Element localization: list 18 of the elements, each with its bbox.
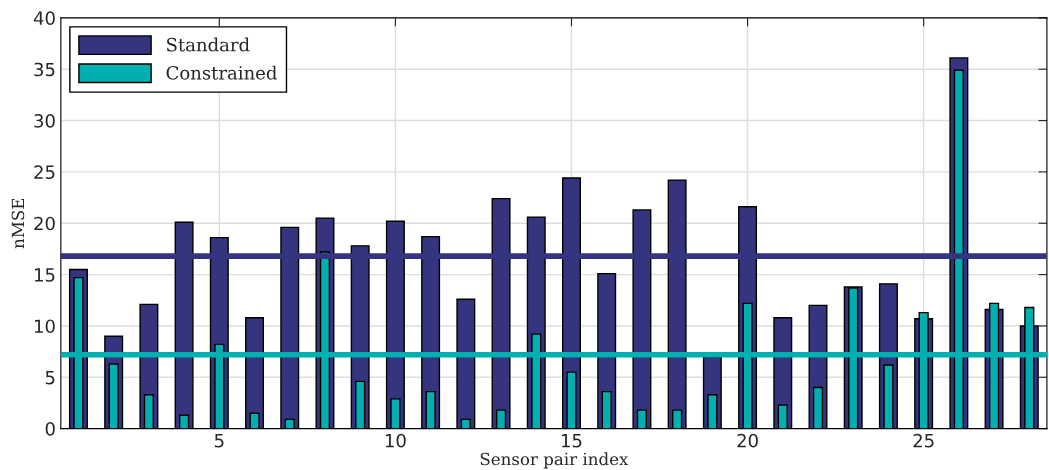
y-tick-label: 5 <box>45 370 55 385</box>
x-axis-title: Sensor pair index <box>480 452 629 469</box>
y-tick-label: 25 <box>34 165 55 180</box>
x-tick-label: 10 <box>385 433 406 448</box>
x-tick-label: 20 <box>737 433 758 448</box>
y-tick-label: 40 <box>33 11 55 25</box>
y-tick-label: 35 <box>34 62 55 77</box>
x-tick-label: 5 <box>214 434 224 448</box>
x-tick-label: 15 <box>561 434 582 448</box>
x-tick-label: 25 <box>913 433 934 448</box>
legend-label: Constrained <box>166 65 277 80</box>
y-axis-title: nMSE <box>11 198 25 249</box>
legend-label: Standard <box>167 37 250 52</box>
y-tick-label: 0 <box>45 422 55 436</box>
y-tick-label: 10 <box>34 319 55 334</box>
y-tick-label: 30 <box>34 114 55 128</box>
y-tick-label: 20 <box>34 216 55 231</box>
y-tick-label: 15 <box>34 268 55 282</box>
